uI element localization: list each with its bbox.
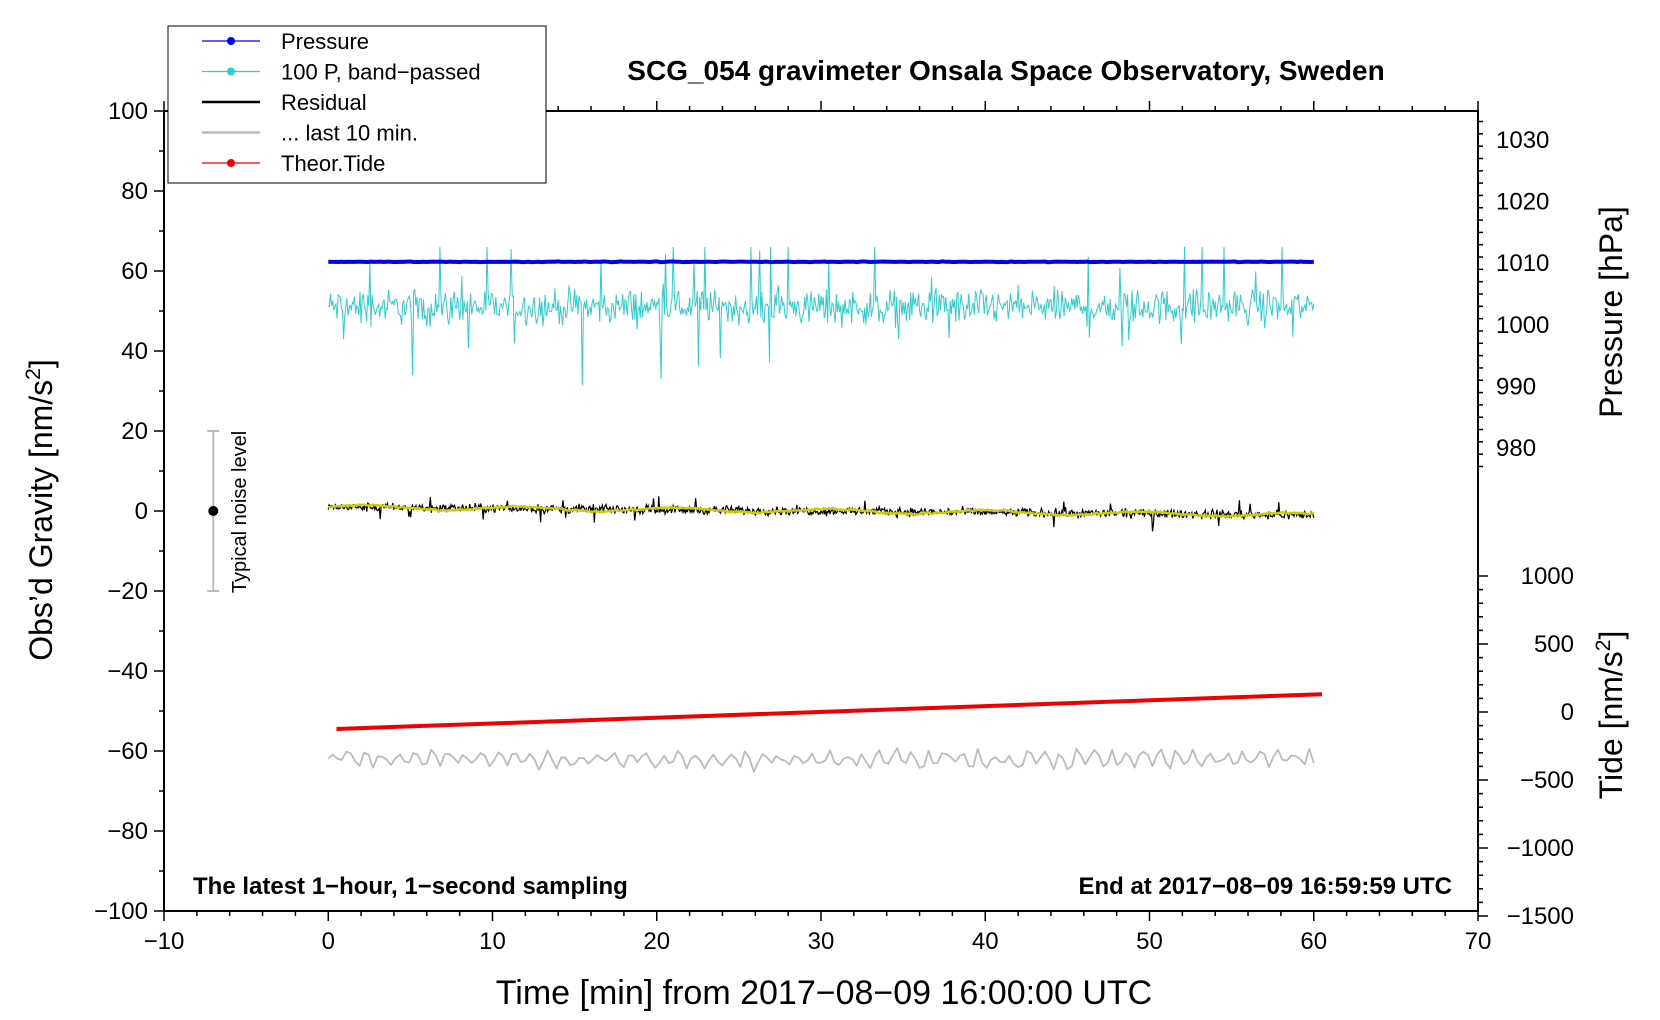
y-tick-label: −100 <box>94 898 148 925</box>
legend-marker <box>227 37 235 45</box>
tide-tick-label: 500 <box>1534 631 1574 658</box>
x-tick-label: 70 <box>1465 928 1492 955</box>
tide-tick-label: −1000 <box>1507 835 1574 862</box>
y-tick-label: 0 <box>135 498 148 525</box>
y-tick-label: 100 <box>108 98 148 125</box>
series-residual-smoothed-line <box>328 503 1315 519</box>
tide-axis-label-sup: 2 <box>1592 640 1615 652</box>
y-axis-ticks <box>154 110 164 912</box>
x-tick-label: 10 <box>479 928 506 955</box>
y-axis-tick-labels: 100 80 60 40 20 0 −20 −40 −60 −80 −100 <box>94 98 148 925</box>
legend-box <box>167 25 547 184</box>
y-axis-label: Obs’d Gravity [nm/s2] <box>22 359 59 661</box>
legend-label: ... last 10 min. <box>281 121 418 146</box>
y-tick-label: 60 <box>121 258 148 285</box>
series-bandpassed-line <box>327 246 1315 386</box>
x-axis-label: Time [min] from 2017−08−09 16:00:00 UTC <box>496 974 1152 1012</box>
pressure-tick-label: 990 <box>1496 373 1536 400</box>
annotation-end-time: End at 2017−08−09 16:59:59 UTC <box>1078 873 1452 900</box>
tide-tick-label: −500 <box>1520 767 1574 794</box>
tide-tick-label: 1000 <box>1521 563 1574 590</box>
noise-bar-center-dot <box>208 506 219 516</box>
pressure-axis-ticks <box>1478 120 1483 468</box>
x-tick-label: 60 <box>1300 928 1327 955</box>
pressure-axis-tick-labels: 1030 1020 1010 1000 990 980 <box>1496 127 1549 462</box>
y-axis-label-main: Obs’d Gravity [nm/s <box>23 380 59 661</box>
pressure-tick-label: 1010 <box>1496 250 1549 277</box>
y-tick-label: −80 <box>107 818 148 845</box>
x-tick-label: 0 <box>322 928 335 955</box>
x-tick-label: 50 <box>1136 928 1163 955</box>
legend-marker <box>227 159 235 167</box>
legend-label: Pressure <box>281 29 369 54</box>
pressure-tick-label: 1030 <box>1496 127 1549 154</box>
series-layer <box>327 246 1323 773</box>
noise-bar-label: Typical noise level <box>229 431 251 593</box>
tide-axis-ticks <box>1478 575 1488 917</box>
legend-marker <box>227 67 235 76</box>
pressure-tick-label: 1020 <box>1496 189 1549 216</box>
tide-axis-tick-labels: 1000 500 0 −500 −1000 −1500 <box>1507 563 1574 930</box>
x-axis-tick-labels: −10 0 10 20 30 40 50 60 70 <box>144 928 1492 955</box>
legend-label: 100 P, band−passed <box>281 60 481 85</box>
chart-title: SCG_054 gravimeter Onsala Space Observat… <box>627 55 1384 86</box>
y-tick-label: −40 <box>107 658 148 685</box>
annotation-sampling: The latest 1−hour, 1−second sampling <box>193 873 628 900</box>
series-pressure-line <box>328 259 1314 265</box>
y-tick-label: −60 <box>107 738 148 765</box>
x-tick-label: −10 <box>144 928 185 955</box>
tide-axis-label: Tide [nm/s2] <box>1592 631 1629 800</box>
y-axis-label-sup: 2 <box>22 368 45 380</box>
tide-axis-label-end: ] <box>1593 631 1629 640</box>
x-tick-label: 30 <box>808 928 835 955</box>
y-axis-label-end: ] <box>23 359 59 368</box>
noise-bar <box>207 430 220 592</box>
tide-tick-label: 0 <box>1561 699 1574 726</box>
series-last10min-line <box>327 747 1315 773</box>
series-tide-line <box>336 692 1323 731</box>
tide-tick-label: −1500 <box>1507 903 1574 930</box>
legend-label: Theor.Tide <box>281 151 385 176</box>
legend: Pressure 100 P, band−passed Residual ... la… <box>202 29 481 176</box>
pressure-tick-label: 1000 <box>1496 312 1549 339</box>
pressure-axis-label: Pressure [hPa] <box>1593 206 1629 418</box>
x-tick-label: 40 <box>972 928 999 955</box>
y-tick-label: 80 <box>121 178 148 205</box>
legend-label: Residual <box>281 90 367 115</box>
y-tick-label: 20 <box>121 418 148 445</box>
tide-axis-label-main: Tide [nm/s <box>1593 651 1629 799</box>
pressure-tick-label: 980 <box>1496 435 1536 462</box>
y-tick-label: −20 <box>107 578 148 605</box>
y-tick-label: 40 <box>121 338 148 365</box>
x-tick-label: 20 <box>643 928 670 955</box>
